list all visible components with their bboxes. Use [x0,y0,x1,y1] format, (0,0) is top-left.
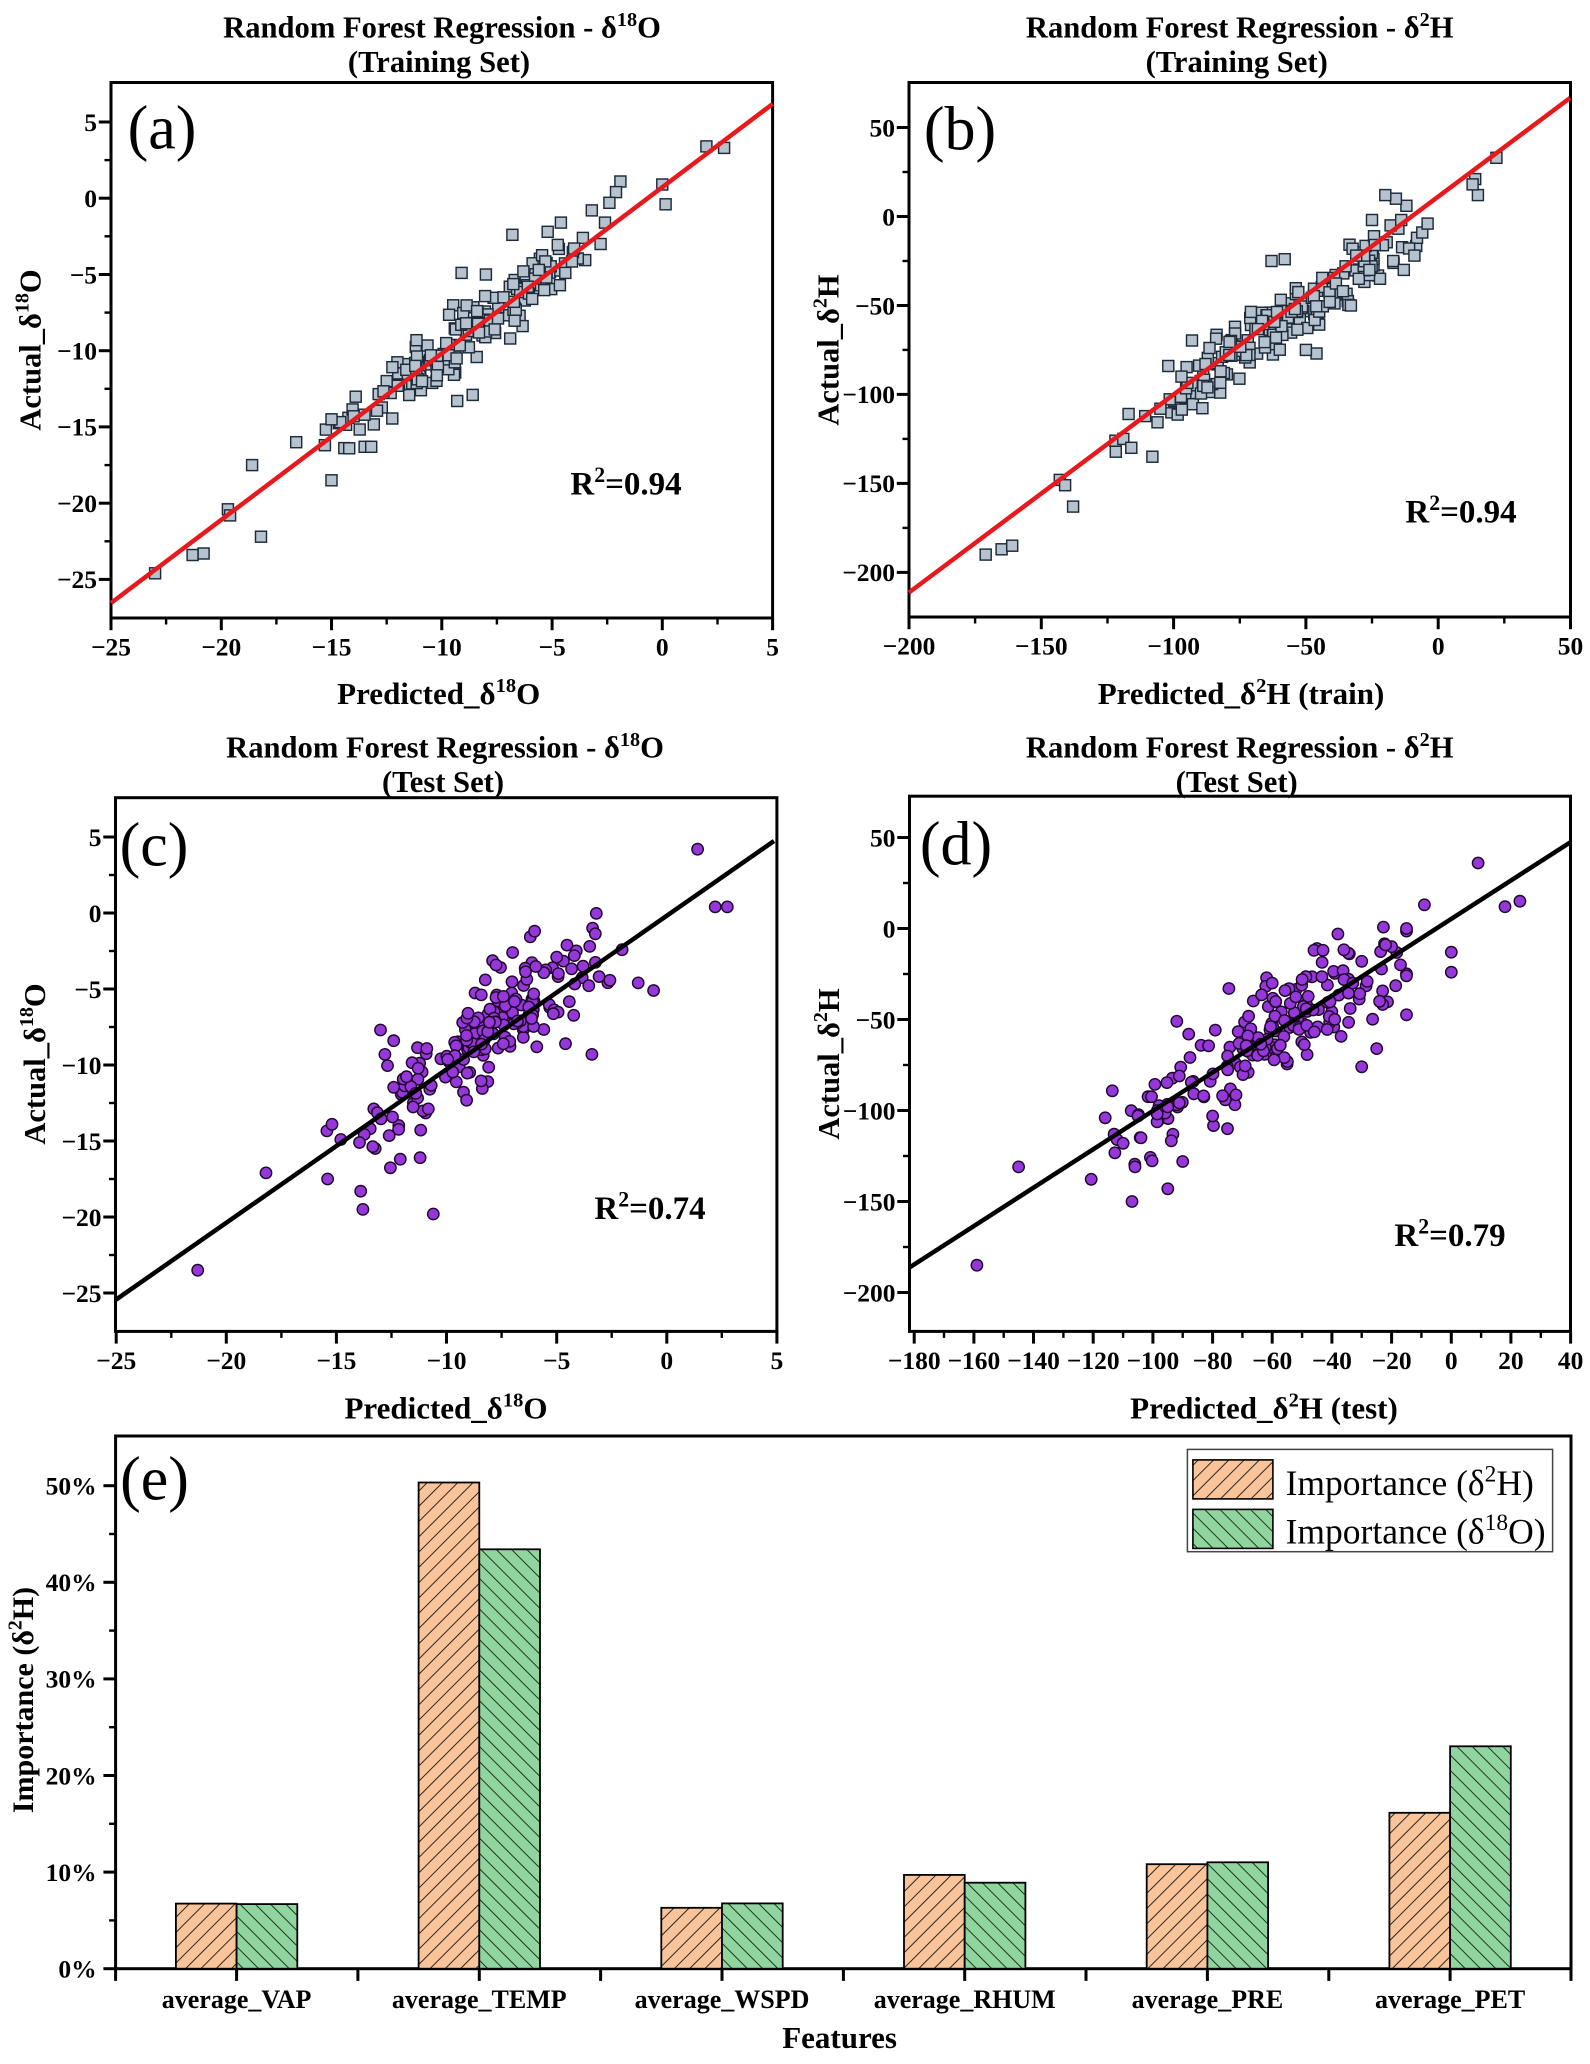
svg-text:−100: −100 [1147,632,1200,661]
svg-text:−10: −10 [422,633,462,662]
svg-text:−80: −80 [1193,1346,1233,1375]
svg-text:Predicted_δ2​H (train): Predicted_δ2​H (train) [1098,675,1385,711]
svg-text:0: 0 [1432,632,1445,661]
svg-text:Actual_δ2​H: Actual_δ2​H [810,274,846,426]
svg-text:average_VAP: average_VAP [162,1985,312,2014]
svg-text:−20: −20 [206,1346,246,1375]
svg-text:20: 20 [1498,1346,1524,1375]
svg-text:−20: −20 [1372,1346,1412,1375]
svg-text:average_WSPD: average_WSPD [635,1985,810,2014]
svg-text:Features: Features [782,2020,897,2055]
svg-text:40: 40 [1558,1346,1584,1375]
svg-text:R2​=0.94: R2​=0.94 [1405,491,1516,531]
svg-text:−180: −180 [888,1346,941,1375]
svg-text:−20: −20 [61,1203,101,1232]
svg-text:Actual_δ18​O: Actual_δ18​O [12,269,48,430]
svg-text:(a): (a) [128,95,197,163]
svg-text:average_PET: average_PET [1375,1985,1525,2014]
svg-text:(Test Set): (Test Set) [382,765,504,799]
svg-text:Importance (δ2​H): Importance (δ2​H) [1286,1462,1534,1504]
svg-text:Importance (δ18​O): Importance (δ18​O) [1286,1510,1546,1552]
svg-text:−100: −100 [843,1096,896,1125]
svg-text:−15: −15 [61,1127,101,1156]
svg-text:−100: −100 [1127,1346,1180,1375]
svg-text:−20: −20 [201,633,241,662]
svg-text:5: 5 [771,1346,784,1375]
svg-text:50%: 50% [46,1472,97,1501]
svg-text:R2​=0.79: R2​=0.79 [1394,1214,1505,1254]
svg-text:Random Forest Regression - δ2​: Random Forest Regression - δ2​H [1026,729,1454,765]
svg-text:Predicted_δ2​H (test): Predicted_δ2​H (test) [1130,1390,1398,1426]
svg-text:0: 0 [883,914,896,943]
svg-text:Predicted_δ18​O: Predicted_δ18​O [337,675,540,711]
svg-text:0: 0 [656,633,669,662]
svg-text:−200: −200 [843,1278,896,1307]
svg-text:−150: −150 [1015,632,1068,661]
svg-text:20%: 20% [46,1761,97,1790]
svg-text:R2​=0.94: R2​=0.94 [570,463,681,503]
svg-text:−15: −15 [311,633,351,662]
svg-text:Actual_δ2​H: Actual_δ2​H [810,988,846,1140]
svg-text:5: 5 [766,633,779,662]
svg-text:−15: −15 [57,413,97,442]
svg-text:−25: −25 [91,633,131,662]
svg-text:Random Forest Regression - δ18: Random Forest Regression - δ18​O [226,729,664,765]
svg-text:−5: −5 [543,1346,570,1375]
svg-text:−140: −140 [1007,1346,1060,1375]
svg-text:−10: −10 [61,1051,101,1080]
svg-text:50: 50 [870,113,896,142]
svg-text:50: 50 [870,823,896,852]
svg-text:(Training Set): (Training Set) [348,45,530,79]
svg-text:−200: −200 [883,632,936,661]
svg-text:−150: −150 [842,469,895,498]
svg-text:−5: −5 [74,975,101,1004]
svg-text:5: 5 [89,823,102,852]
svg-text:30%: 30% [46,1665,97,1694]
svg-text:0: 0 [89,899,102,928]
svg-text:40%: 40% [46,1568,97,1597]
svg-text:Predicted_δ18​O: Predicted_δ18​O [344,1390,547,1426]
svg-text:−25: −25 [61,1279,101,1308]
svg-text:average_PRE: average_PRE [1132,1985,1284,2014]
svg-text:−100: −100 [842,380,895,409]
svg-text:(e): (e) [120,1446,189,1514]
svg-text:0%: 0% [58,1955,96,1984]
svg-text:−20: −20 [57,489,97,518]
svg-text:0: 0 [660,1346,673,1375]
svg-text:−120: −120 [1067,1346,1120,1375]
svg-text:−5: −5 [70,260,97,289]
svg-text:−15: −15 [316,1346,356,1375]
svg-text:−50: −50 [855,1005,895,1034]
svg-text:Random Forest Regression - δ18: Random Forest Regression - δ18​O [223,9,661,45]
svg-text:−150: −150 [843,1187,896,1216]
svg-text:average_TEMP: average_TEMP [392,1985,567,2014]
svg-text:−10: −10 [57,337,97,366]
svg-text:(Training Set): (Training Set) [1146,45,1328,79]
svg-text:−160: −160 [948,1346,1001,1375]
svg-text:−50: −50 [855,291,895,320]
svg-text:5: 5 [84,108,97,137]
svg-text:50: 50 [1558,632,1584,661]
svg-text:R2​=0.74: R2​=0.74 [594,1188,705,1228]
svg-text:Actual_δ18​O: Actual_δ18​O [16,983,52,1144]
svg-text:10%: 10% [46,1858,97,1887]
svg-text:−60: −60 [1252,1346,1292,1375]
svg-text:0: 0 [1445,1346,1458,1375]
svg-text:−25: −25 [57,565,97,594]
svg-text:−5: −5 [538,633,565,662]
svg-text:(Test Set): (Test Set) [1176,765,1298,799]
svg-text:(d): (d) [920,811,992,879]
svg-text:−40: −40 [1312,1346,1352,1375]
svg-text:average_RHUM: average_RHUM [874,1985,1056,2014]
svg-text:−25: −25 [96,1346,136,1375]
svg-text:−10: −10 [426,1346,466,1375]
svg-text:0: 0 [882,202,895,231]
svg-text:0: 0 [84,184,97,213]
svg-text:Importance (δ2​H): Importance (δ2​H) [5,1587,40,1813]
svg-text:Random Forest Regression - δ2​: Random Forest Regression - δ2​H [1026,9,1454,45]
svg-text:(c): (c) [120,812,189,880]
svg-text:(b): (b) [924,96,996,164]
svg-text:−200: −200 [842,558,895,587]
svg-text:−50: −50 [1286,632,1326,661]
